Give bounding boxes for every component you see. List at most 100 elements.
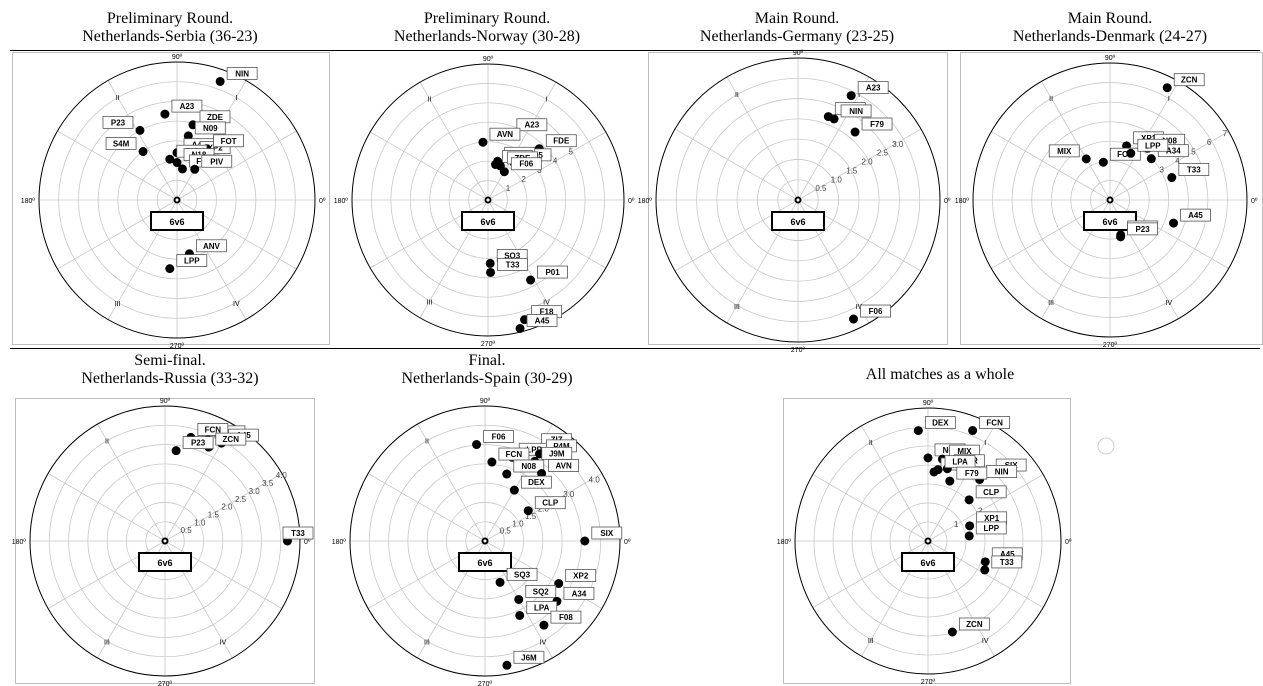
grid-ring (368, 424, 602, 658)
data-label: A45 (535, 316, 550, 325)
data-point (495, 577, 505, 587)
data-label: A34 (572, 589, 587, 598)
radial-tick-label: 1 (506, 184, 511, 193)
grid-spoke (370, 131, 489, 201)
chart-frame (783, 398, 1071, 684)
polar-chart-6: 90º180º0º270ºIIIIIIIV0.51.01.52.02.53.04… (332, 398, 631, 686)
data-label: J9M (549, 449, 565, 458)
quadrant-label: II (869, 440, 873, 447)
panel-2-title: Preliminary Round. Netherlands-Norway (3… (327, 10, 647, 46)
data-label-box (1173, 73, 1205, 87)
axis-label: 0º (304, 539, 311, 546)
data-point (913, 426, 923, 436)
data-label: NIN (235, 69, 249, 78)
radial-tick-label: 2.0 (538, 505, 550, 514)
grid-ring (757, 159, 839, 241)
grid-ring (992, 82, 1228, 318)
grid-ring (736, 138, 860, 262)
data-label: SQ3 (504, 251, 521, 260)
grid-spoke (812, 474, 929, 542)
data-label: ZDE (207, 113, 224, 122)
data-label-box (513, 459, 545, 473)
axis-label: 270º (791, 347, 806, 354)
axis-label: 0º (628, 198, 635, 205)
data-label: N09 (203, 124, 218, 133)
data-label: PIV (210, 157, 224, 166)
quadrant-label: III (115, 301, 121, 308)
data-label: LPA (534, 603, 550, 612)
data-label: SQ2 (533, 587, 550, 596)
grid-ring (409, 121, 567, 279)
data-point (523, 506, 533, 516)
grid-ring (675, 77, 921, 323)
data-label: F06 (492, 433, 506, 442)
radial-tick-label: 2 (521, 175, 526, 184)
data-label: A23 (866, 84, 881, 93)
data-label: ZCN (223, 435, 240, 444)
data-point (485, 258, 495, 268)
data-label: AVN (497, 130, 514, 139)
data-point (539, 620, 549, 630)
axis-label: 0º (1251, 198, 1258, 205)
data-label-box (1178, 163, 1210, 176)
data-label: LPP (983, 524, 999, 533)
data-point (1116, 232, 1126, 242)
grid-ring (832, 445, 1024, 637)
data-label-box (565, 569, 597, 582)
data-label: ZCN (1181, 76, 1198, 85)
data-point (472, 440, 482, 450)
data-point (499, 167, 509, 177)
grid-spoke (797, 76, 870, 201)
quadrant-label: IV (543, 299, 550, 306)
radial-tick-label: 2.5 (235, 495, 247, 504)
grid-ring (1011, 101, 1209, 299)
grid-ring (68, 444, 262, 638)
outer-ring (794, 407, 1062, 675)
data-label: XP1 (1141, 134, 1157, 143)
data-label: FOT (221, 137, 237, 146)
axis-label: 90º (160, 398, 171, 405)
data-label: FDE (553, 137, 570, 146)
data-point (846, 91, 856, 101)
panel-4-title: Main Round. Netherlands-Denmark (24-27) (950, 10, 1263, 46)
grid-spoke (487, 131, 606, 201)
center-label: 6v6 (157, 558, 172, 568)
grid-ring (407, 463, 563, 619)
data-label-box (979, 416, 1011, 429)
center-label-box (458, 552, 512, 572)
grid-ring (426, 482, 544, 600)
data-label-box (975, 521, 1007, 535)
outer-ring (29, 405, 301, 677)
data-point (183, 131, 193, 141)
axis-label: 90º (793, 50, 804, 57)
polar-chart-5: 90º180º0º270ºIIIIIIIV0.51.01.52.02.53.03… (12, 398, 315, 686)
chart-frame (15, 398, 315, 684)
radial-tick-label: 4.0 (589, 475, 601, 484)
axis-label: 270º (158, 681, 173, 686)
origin-marker-center (1108, 198, 1112, 202)
panel-5-title-line2: Netherlands-Russia (33-32) (81, 370, 259, 387)
grid-ring (390, 102, 586, 298)
grid-ring (371, 83, 605, 317)
data-label-box (215, 432, 247, 446)
radial-tick-label: 2 (978, 506, 983, 515)
data-label: LPP (184, 257, 200, 266)
grid-spoke (812, 540, 929, 608)
origin-marker-center (796, 198, 800, 202)
radial-tick-label: 0.5 (181, 526, 193, 535)
quadrant-label: IV (856, 304, 863, 311)
data-label: XP1 (984, 514, 1000, 523)
grid-ring (97, 120, 257, 280)
grid-spoke (726, 76, 799, 201)
data-point (215, 76, 225, 86)
data-label-box (525, 585, 557, 598)
data-label: XP2 (573, 572, 589, 581)
center-label: 6v6 (790, 217, 805, 227)
data-label: FCN (205, 425, 222, 434)
panel-2-title-line2: Netherlands-Norway (30-28) (393, 28, 581, 45)
data-label: DEX (932, 419, 949, 428)
axis-label: 270º (921, 679, 936, 686)
